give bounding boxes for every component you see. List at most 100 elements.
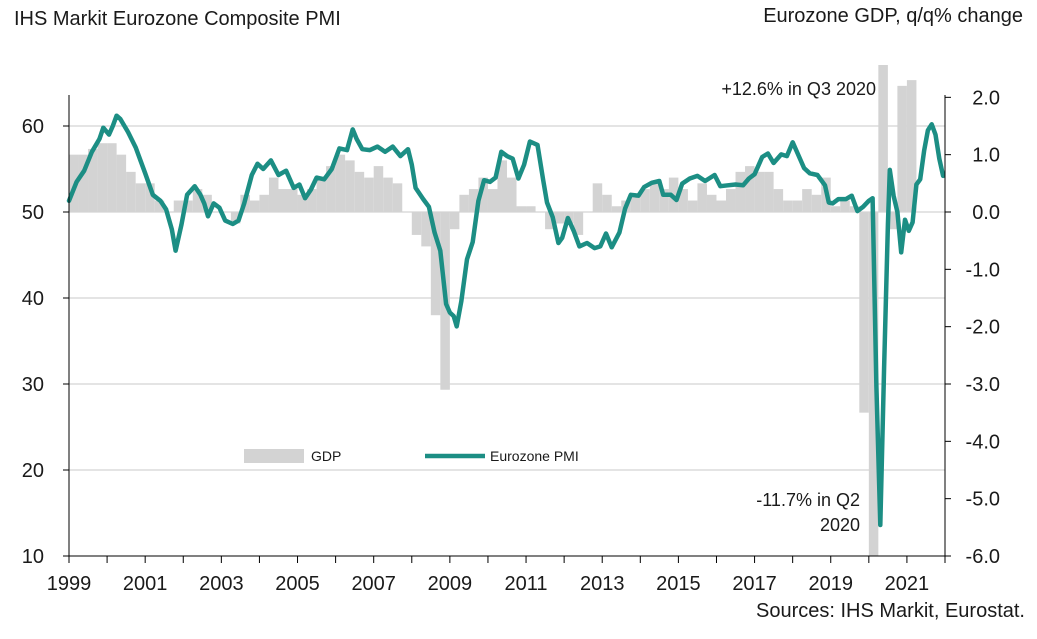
gdp-bar (830, 206, 841, 212)
gdp-bar (735, 171, 746, 212)
gdp-bar (630, 194, 641, 212)
gdp-bar (316, 177, 327, 212)
right-tick-label: -2.0 (966, 317, 1000, 339)
gdp-bar (726, 189, 736, 212)
legend: GDP Eurozone PMI (244, 448, 579, 464)
gdp-bar (116, 154, 127, 212)
axes (63, 95, 951, 563)
left-tick-label: 40 (22, 288, 44, 310)
gdp-bar (145, 183, 155, 212)
gdp-bar (906, 80, 917, 212)
gdp-bar (97, 143, 108, 212)
gdp-bar (392, 183, 403, 212)
right-tick-label: 2.0 (972, 87, 1000, 109)
gdp-bar (154, 200, 165, 212)
x-tick-label: 2015 (656, 573, 701, 595)
gdp-bar (602, 194, 612, 212)
gdp-bar (307, 189, 317, 212)
right-tick-label: -4.0 (966, 431, 1000, 453)
gdp-bar (859, 212, 869, 413)
left-tick-label: 60 (22, 116, 44, 138)
source-note: Sources: IHS Markit, Eurostat. (756, 600, 1025, 622)
x-tick-label: 2011 (505, 573, 548, 595)
gdp-bar (107, 143, 117, 212)
gdp-bar (659, 189, 669, 212)
x-tick-label: 2001 (123, 573, 168, 595)
x-tick-label: 1999 (47, 573, 92, 595)
gdp-bar (554, 212, 565, 224)
gdp-bar (278, 189, 288, 212)
gdp-bars (69, 65, 917, 556)
right-tick-label: 0.0 (972, 202, 1000, 224)
x-tick-label: 2021 (885, 573, 930, 595)
gdp-bar (640, 189, 650, 212)
legend-pmi-label: Eurozone PMI (490, 448, 579, 464)
gdp-bar (687, 200, 698, 212)
gdp-bar (459, 194, 469, 212)
gdp-bar (202, 194, 212, 212)
gdp-bar (192, 189, 203, 212)
right-tick-label: -1.0 (966, 259, 1000, 281)
gdp-bar (678, 189, 688, 212)
x-tick-label: 2017 (732, 573, 777, 595)
gdp-bar (297, 194, 308, 212)
gdp-bar (745, 166, 755, 212)
gdp-bar (697, 183, 707, 212)
chart-title-right: Eurozone GDP, q/q% change (763, 5, 1023, 27)
gdp-bar (526, 206, 536, 212)
gdp-bar (573, 212, 584, 235)
gdp-bar (449, 212, 460, 230)
left-tick-label: 20 (22, 460, 44, 482)
gdp-bar (802, 189, 812, 212)
gdp-bar (764, 171, 774, 212)
gdp-bar (783, 200, 793, 212)
gdp-bar (773, 189, 784, 212)
gdp-bar (487, 189, 498, 212)
x-tick-label: 2005 (275, 573, 320, 595)
gdp-bar (230, 212, 241, 224)
gdp-bar (478, 177, 488, 212)
left-tick-label: 10 (22, 546, 44, 568)
gdp-bar (516, 206, 527, 212)
chart-title-left: IHS Markit Eurozone Composite PMI (14, 8, 341, 30)
gdp-bar (592, 183, 603, 212)
legend-gdp-swatch (244, 449, 304, 463)
gdp-bar (421, 212, 431, 247)
gdp-bar (468, 189, 479, 212)
left-tick-label: 50 (22, 202, 44, 224)
right-tick-label: -3.0 (966, 374, 1000, 396)
gdp-bar (868, 212, 879, 556)
x-tick-label: 2009 (428, 573, 473, 595)
gdp-bar (507, 177, 517, 212)
tick-labels: 1999 2001 2003 2005 2007 2009 2011 2013 2015 2017… (22, 87, 1000, 595)
gdp-bar (135, 183, 146, 212)
gridlines (69, 125, 945, 471)
gdp-bar (326, 166, 336, 212)
gdp-bar (545, 212, 555, 230)
x-tick-label: 2019 (808, 573, 853, 595)
gdp-bar (335, 154, 346, 212)
gdp-bar (411, 212, 422, 235)
gdp-bar (78, 154, 89, 212)
gdp-bar (811, 194, 822, 212)
gdp-bar (288, 189, 298, 212)
annotation-q3-2020: +12.6% in Q3 2020 (721, 79, 876, 99)
annotation-q2-2020: -11.7% in Q2 2020 (756, 490, 860, 535)
right-tick-label: 1.0 (972, 145, 1000, 167)
right-tick-label: -5.0 (966, 489, 1000, 511)
gdp-bar (354, 171, 365, 212)
gdp-bar (383, 177, 393, 212)
x-tick-label: 2003 (199, 573, 244, 595)
gdp-bar (430, 212, 441, 316)
gdp-bar (840, 200, 850, 212)
gdp-bar (373, 166, 384, 212)
gdp-bar (88, 148, 98, 212)
gdp-bar (183, 200, 193, 212)
gdp-bar (497, 160, 507, 212)
gdp-bar (249, 200, 260, 212)
pmi-line-group (66, 113, 946, 528)
gdp-bar (268, 177, 279, 212)
gdp-bar (897, 85, 907, 212)
gdp-bar (259, 194, 269, 212)
x-tick-label: 2013 (580, 573, 625, 595)
